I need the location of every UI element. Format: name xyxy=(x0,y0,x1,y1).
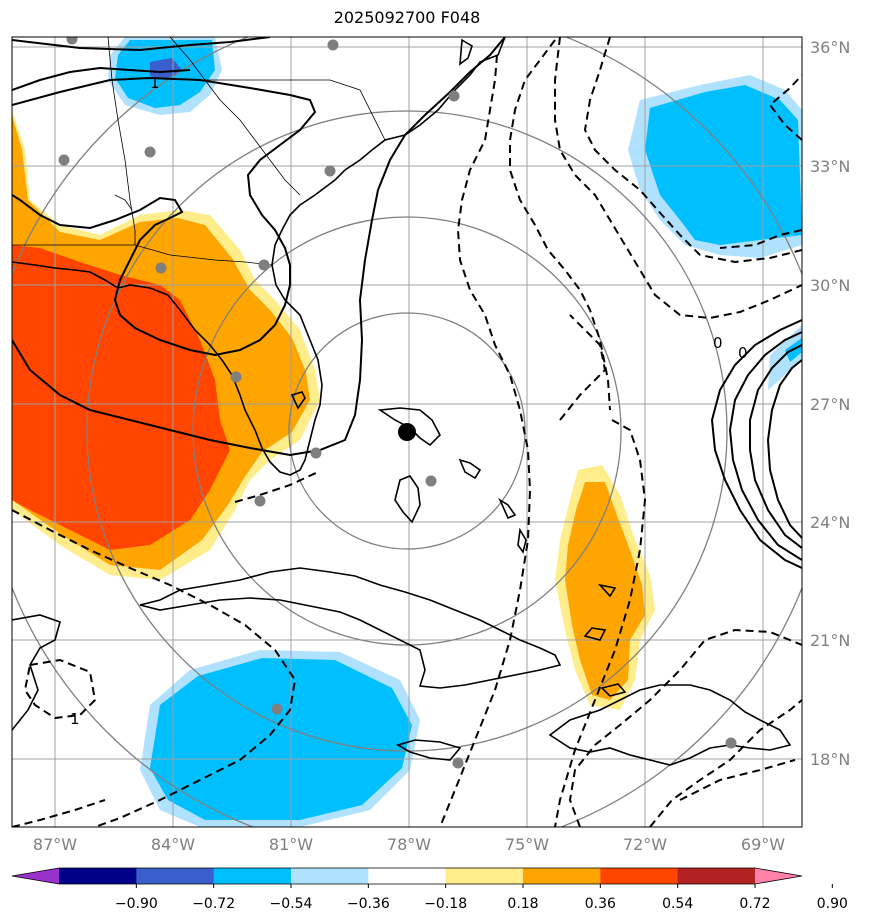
colorbar-bin xyxy=(677,868,756,884)
colorbar-bin xyxy=(59,868,137,884)
lat-label-21: 21°N xyxy=(810,631,850,650)
blue-anomaly-south xyxy=(140,650,420,827)
orange-anomaly-east xyxy=(555,465,655,710)
colorbar-tick-label: 0.90 xyxy=(817,896,848,912)
lon-label-75: 75°W xyxy=(505,835,549,854)
lon-label-78: 78°W xyxy=(387,835,431,854)
colorbar-bin xyxy=(291,868,369,884)
colorbar: −0.90 −0.72 −0.54 −0.36 −0.18 0.18 0.36 0.54 0.7… xyxy=(11,867,848,912)
colorbar-bin xyxy=(523,868,601,884)
colorbar-bin xyxy=(368,868,447,884)
map-frame xyxy=(11,36,803,828)
colorbar-extend-max xyxy=(755,868,802,884)
colorbar-outline xyxy=(11,867,803,885)
lat-label-24: 24°N xyxy=(810,513,850,532)
colorbar-bin xyxy=(213,868,292,884)
colorbar-tick-label: −0.90 xyxy=(115,896,158,912)
map-area: 1 0 0 1 xyxy=(12,37,802,827)
station-markers xyxy=(58,37,737,769)
graticule xyxy=(12,37,802,827)
lat-labels: 36°N 33°N 30°N 27°N 24°N 21°N 18°N xyxy=(810,38,850,769)
colorbar-bin xyxy=(600,868,679,884)
contour-label-4: 1 xyxy=(70,710,80,728)
colorbar-tick-label: 0.72 xyxy=(739,896,770,912)
blue-anomaly-edge xyxy=(768,325,802,390)
contour-label-1: 1 xyxy=(150,74,160,92)
storm-center-marker xyxy=(398,423,416,441)
state-borders xyxy=(12,37,386,266)
orange-anomaly-west xyxy=(12,110,320,580)
blue-anomaly-north xyxy=(108,37,222,115)
lon-label-69: 69°W xyxy=(741,835,785,854)
colorbar-tick-label: 0.18 xyxy=(507,896,538,912)
lat-label-36: 36°N xyxy=(810,38,850,57)
colorbar-tick-label: −0.54 xyxy=(270,896,313,912)
lon-labels: 87°W 84°W 81°W 78°W 75°W 72°W 69°W xyxy=(33,835,785,854)
contours-solid xyxy=(12,37,802,569)
contour-labels: 1 0 0 1 xyxy=(70,74,748,728)
colorbar-bin xyxy=(445,868,524,884)
contours-dashed xyxy=(12,37,802,827)
lat-label-18: 18°N xyxy=(810,750,850,769)
lon-label-81: 81°W xyxy=(269,835,313,854)
lon-label-72: 72°W xyxy=(623,835,667,854)
map-title: 2025092700 F048 xyxy=(333,8,481,27)
contour-label-2: 0 xyxy=(713,334,723,352)
colorbar-extend-min xyxy=(12,868,59,884)
colorbar-tick-label: 0.36 xyxy=(585,896,616,912)
lon-label-84: 84°W xyxy=(151,835,195,854)
lat-label-33: 33°N xyxy=(810,157,850,176)
colorbar-bin xyxy=(136,868,215,884)
lat-label-30: 30°N xyxy=(810,276,850,295)
colorbar-tick-label: −0.36 xyxy=(347,896,390,912)
contour-label-3: 0 xyxy=(738,344,748,362)
lon-label-87: 87°W xyxy=(33,835,77,854)
colorbar-tick-label: 0.54 xyxy=(662,896,693,912)
coastlines xyxy=(12,37,792,766)
lat-label-27: 27°N xyxy=(810,395,850,414)
colorbar-tick-label: −0.72 xyxy=(192,896,235,912)
colorbar-tick-label: −0.18 xyxy=(424,896,467,912)
